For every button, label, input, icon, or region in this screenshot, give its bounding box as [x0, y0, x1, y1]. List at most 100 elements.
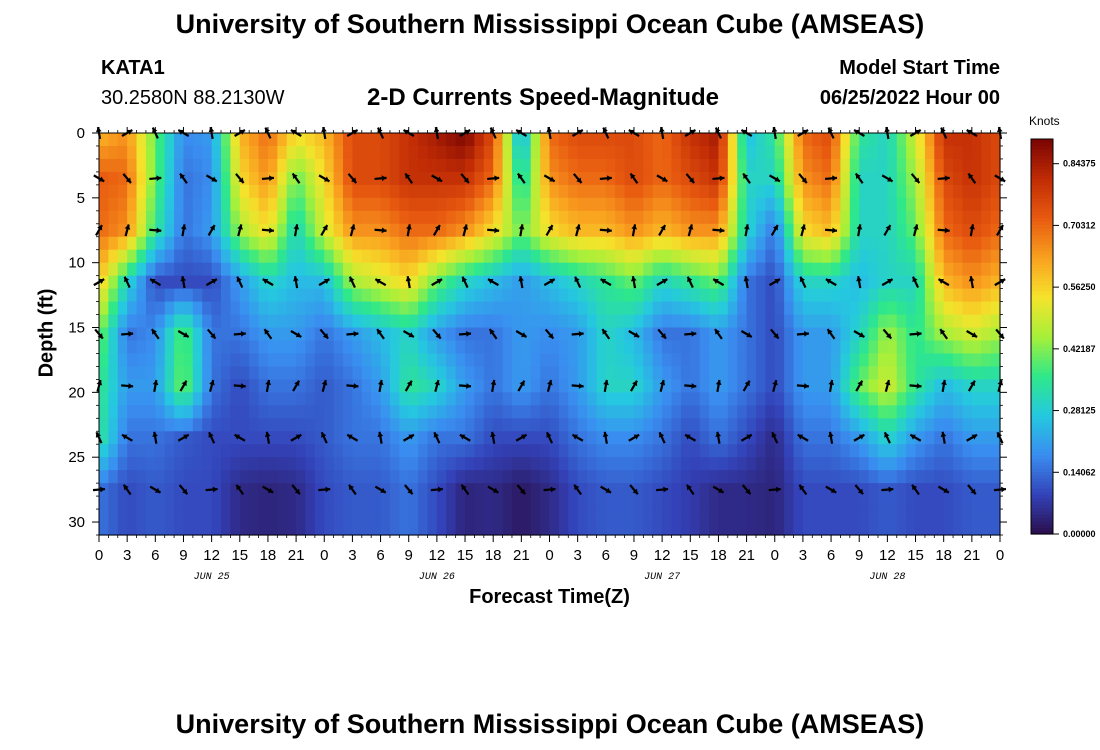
heatmap-cell [633, 522, 644, 536]
x-tick-label: 6 [602, 547, 610, 564]
heatmap-cell [352, 275, 363, 290]
colorbar-frame [1030, 138, 1054, 535]
heatmap-cell [267, 444, 278, 458]
heatmap-cell [474, 457, 485, 471]
heatmap-cell [671, 418, 682, 432]
heatmap-cell [652, 405, 663, 419]
heatmap-cell [727, 353, 738, 368]
heatmap-cell [605, 249, 616, 264]
heatmap-cell [831, 379, 842, 393]
heatmap-cell [755, 509, 766, 523]
heatmap-cell [662, 314, 673, 329]
heatmap-cell [343, 392, 354, 406]
heatmap-cell [221, 288, 232, 303]
heatmap-cell [746, 210, 757, 225]
heatmap-cell [408, 262, 419, 277]
heatmap-cell [821, 431, 832, 445]
colorbar-segment [1031, 379, 1053, 384]
vector-arrow-head [434, 380, 440, 386]
heatmap-cell [99, 145, 109, 160]
heatmap-cell [821, 392, 832, 406]
heatmap-cell [174, 405, 185, 419]
heatmap-cell [286, 249, 297, 264]
heatmap-cell [699, 457, 710, 471]
heatmap-cell [755, 275, 766, 290]
colorbar-segment [1031, 162, 1053, 166]
heatmap-cell [474, 210, 485, 225]
heatmap-cell [192, 457, 203, 471]
heatmap-cell [765, 431, 776, 445]
heatmap-cell [436, 184, 447, 199]
vector-arrow-head [128, 383, 134, 389]
heatmap-cell [314, 418, 325, 432]
heatmap-cell [155, 249, 166, 264]
heatmap-cell [755, 210, 766, 225]
heatmap-cell [624, 496, 635, 510]
heatmap-cell [924, 509, 935, 523]
vector-arrow-head [264, 127, 270, 134]
heatmap-cell [877, 210, 888, 225]
heatmap-cell [371, 158, 382, 173]
heatmap-cell [549, 353, 560, 368]
heatmap-cell [455, 522, 466, 536]
colorbar-segment [1031, 306, 1053, 311]
heatmap-cell [249, 133, 260, 147]
heatmap-cell [558, 327, 569, 342]
heatmap-cell [605, 327, 616, 342]
heatmap-cell [145, 392, 156, 406]
heatmap-cell [877, 184, 888, 199]
vector-arrow-head [124, 224, 131, 230]
heatmap-cell [784, 145, 795, 160]
heatmap-cell [493, 133, 504, 147]
heatmap-cell [633, 379, 644, 393]
heatmap-cell [474, 418, 485, 432]
heatmap-cell [699, 405, 710, 419]
heatmap-cell [371, 444, 382, 458]
heatmap-cell [662, 379, 673, 393]
heatmap-cell [230, 301, 241, 316]
heatmap-cell [540, 236, 551, 251]
heatmap-cell [718, 340, 729, 355]
heatmap-cell [558, 133, 569, 147]
heatmap-cell [427, 210, 438, 225]
current-speed-chart: 0 3 6 9 12 15 18 21 0 3 6 9 12 15 18 21 0 3 6 9 12 15 18 21 0 3 6 9… [68, 114, 1096, 583]
heatmap-cell [408, 340, 419, 355]
heatmap-cell [361, 327, 372, 342]
heatmap-cell [868, 522, 879, 536]
heatmap-cell [474, 171, 485, 186]
heatmap-cell [765, 314, 776, 329]
heatmap-cell [699, 470, 710, 484]
vector-arrow-head [292, 173, 298, 179]
heatmap-cell [859, 470, 870, 484]
heatmap-cell [568, 210, 579, 225]
heatmap-cell [530, 133, 541, 147]
vector-arrow-head [151, 329, 157, 335]
colorbar-segment [1031, 280, 1053, 285]
heatmap-cell [136, 418, 147, 432]
heatmap-cell [352, 288, 363, 303]
colorbar: Knots0.000000.140620.281250.421870.56250… [1029, 114, 1096, 539]
heatmap-cell [211, 470, 222, 484]
heatmap-cell [765, 340, 776, 355]
heatmap-cell [953, 197, 964, 212]
heatmap-cell [99, 184, 109, 199]
heatmap-cell [971, 210, 982, 225]
heatmap-cell [324, 133, 335, 147]
heatmap-cell [502, 483, 513, 497]
heatmap-cell [690, 509, 701, 523]
heatmap-cell [605, 418, 616, 432]
heatmap-cell [258, 145, 269, 160]
heatmap-cell [286, 171, 297, 186]
heatmap-cell [633, 405, 644, 419]
vector-arrow-head [405, 276, 412, 282]
heatmap-cell [389, 353, 400, 368]
colorbar-segment [1031, 530, 1053, 535]
heatmap-cell [277, 353, 288, 368]
heatmap-cell [568, 133, 579, 147]
heatmap-cell [953, 288, 964, 303]
heatmap-cell [699, 379, 710, 393]
heatmap-cell [596, 431, 607, 445]
heatmap-cell [840, 483, 851, 497]
heatmap-cell [934, 418, 945, 432]
heatmap-cell [615, 327, 626, 342]
